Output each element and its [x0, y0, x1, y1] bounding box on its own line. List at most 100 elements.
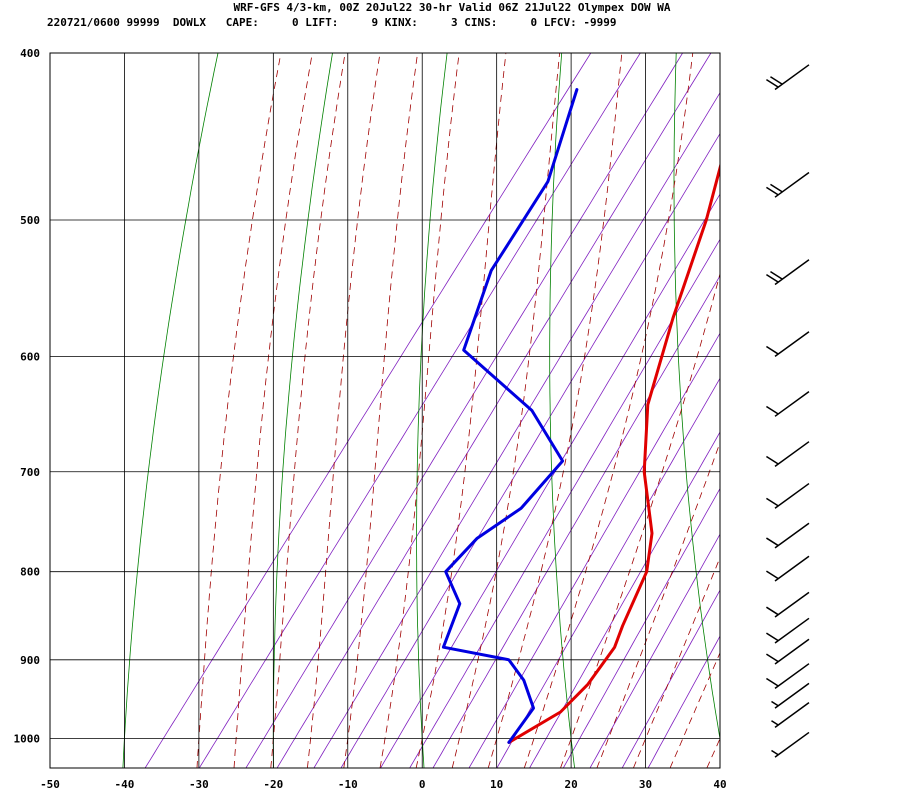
- mixing-ratio-line: [529, 431, 720, 768]
- x-tick-label: 0: [419, 778, 426, 791]
- barb-staff: [774, 64, 810, 91]
- wind-barb: [766, 591, 810, 618]
- wind-barb: [771, 731, 810, 758]
- dry-adiabat-line: [549, 53, 575, 768]
- barb-staff: [774, 259, 810, 286]
- y-tick-label: 400: [20, 47, 40, 60]
- wind-barb: [766, 663, 810, 689]
- mixing-ratio-line: [621, 589, 720, 768]
- barb-staff: [774, 731, 810, 758]
- barb-flag: [766, 632, 779, 642]
- x-tick-label: -40: [115, 778, 135, 791]
- barb-flag: [770, 76, 783, 85]
- moist-adiabat-line: [669, 651, 720, 768]
- wind-barb: [766, 522, 810, 549]
- barb-staff: [774, 391, 810, 417]
- x-tick-label: -50: [40, 778, 60, 791]
- barb-staff: [774, 702, 810, 728]
- moist-adiabat-line: [270, 53, 346, 768]
- x-tick-label: -30: [189, 778, 209, 791]
- moist-adiabat-line: [706, 737, 720, 768]
- barb-staff: [774, 331, 810, 358]
- wind-barb: [766, 331, 810, 358]
- plot-frame: [49, 52, 721, 769]
- barb-flag: [766, 677, 779, 687]
- moist-adiabat-line: [415, 53, 507, 768]
- sounding-indices: 220721/0600 99999 DOWLX CAPE: 0 LIFT: 9 …: [47, 16, 617, 29]
- moist-adiabat-line: [307, 53, 381, 768]
- barb-flag: [766, 79, 779, 88]
- barb-flag: [766, 186, 779, 196]
- moist-adiabat-line: [487, 53, 623, 768]
- grid: [49, 52, 721, 768]
- moist-adiabat-line: [379, 53, 460, 768]
- mixing-ratio-line: [276, 53, 712, 768]
- wind-barb: [766, 64, 810, 91]
- moist-adiabat-line: [523, 53, 694, 768]
- wind-barb: [766, 482, 810, 509]
- barb-staff: [774, 638, 810, 665]
- barb-flag: [770, 271, 783, 280]
- mixing-ratio-line: [562, 487, 720, 768]
- x-tick-label: 40: [713, 778, 726, 791]
- mixing-ratio-line: [313, 92, 720, 768]
- barb-staff: [774, 663, 810, 689]
- dry-adiabat-line: [272, 53, 333, 768]
- barb-flag: [766, 455, 779, 465]
- barb-flag: [771, 749, 779, 756]
- barb-flag: [770, 183, 783, 193]
- profiles: [441, 88, 720, 744]
- barb-flag: [766, 497, 779, 507]
- y-tick-label: 500: [20, 214, 40, 227]
- mixing-ratio-line: [340, 132, 720, 768]
- wind-barbs: [766, 64, 810, 758]
- x-tick-label: 30: [639, 778, 652, 791]
- y-tick-label: 700: [20, 466, 40, 479]
- barb-staff: [774, 682, 810, 709]
- chart-title: WRF-GFS 4/3-km, 00Z 20Jul22 30-hr Valid …: [233, 1, 670, 14]
- mixing-ratio-line: [589, 533, 720, 768]
- mixing-ratio-line: [198, 53, 641, 768]
- wind-barb: [766, 638, 810, 665]
- barb-staff: [774, 171, 810, 198]
- moist-adiabat-line: [451, 53, 560, 768]
- barb-staff: [774, 591, 810, 618]
- dry-adiabat-line: [122, 53, 219, 768]
- barb-staff: [774, 617, 810, 644]
- barb-flag: [766, 273, 779, 283]
- x-tick-label: 20: [564, 778, 577, 791]
- barb-staff: [774, 522, 810, 549]
- mixing-ratio-line: [496, 377, 720, 768]
- temperature-profile: [507, 162, 720, 744]
- barb-flag: [766, 653, 779, 663]
- dry-adiabat-line: [416, 53, 448, 768]
- barb-flag: [771, 700, 779, 707]
- moist-adiabat-line: [596, 441, 720, 768]
- wind-barb: [766, 441, 810, 467]
- dry-adiabat-line: [673, 53, 720, 742]
- y-tick-label: 900: [20, 654, 40, 667]
- barb-flag: [766, 345, 779, 355]
- mixing-ratio-line: [647, 635, 720, 768]
- wind-barb: [766, 555, 810, 582]
- mixing-ratio-line: [468, 332, 720, 768]
- barb-staff: [774, 441, 810, 467]
- barb-flag: [766, 570, 779, 580]
- barb-flag: [766, 606, 779, 616]
- dewpoint-profile: [441, 88, 579, 744]
- mixing-ratio-line: [380, 193, 720, 768]
- wind-barb: [771, 702, 810, 728]
- y-tick-label: 600: [20, 350, 40, 363]
- barb-flag: [766, 405, 779, 415]
- x-tick-label: 10: [490, 778, 503, 791]
- barb-flag: [766, 537, 779, 547]
- barb-staff: [774, 555, 810, 582]
- y-tick-label: 800: [20, 566, 40, 579]
- dry-adiabat-line: [791, 53, 876, 768]
- moist-adiabat-line: [633, 556, 720, 768]
- barb-staff: [774, 482, 810, 509]
- wind-barb: [766, 171, 810, 198]
- wind-barb: [766, 617, 810, 644]
- axis-labels: -50 -40 -30 -20 -10 0 10 20 30 40 400 500 600 700 800 9…: [14, 47, 727, 791]
- moist-adiabat-line: [343, 53, 418, 768]
